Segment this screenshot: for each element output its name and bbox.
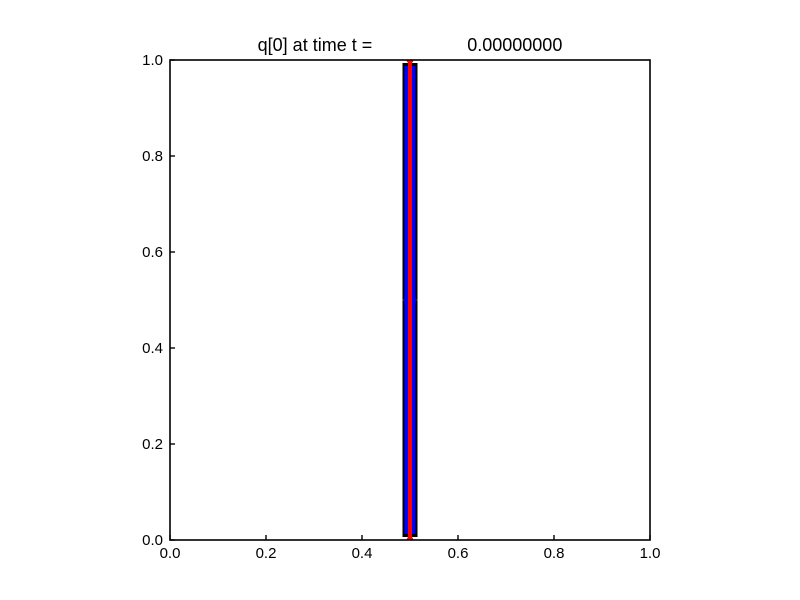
svg-text:0.2: 0.2 [142, 436, 163, 453]
svg-text:1.0: 1.0 [640, 545, 661, 562]
svg-text:0.8: 0.8 [142, 148, 163, 165]
svg-text:0.4: 0.4 [142, 340, 163, 357]
svg-text:0.6: 0.6 [448, 545, 469, 562]
svg-text:1.0: 1.0 [142, 52, 163, 69]
svg-text:q[0] at time t =: q[0] at time t = 0.00000000 [258, 35, 563, 55]
svg-text:0.8: 0.8 [544, 545, 565, 562]
svg-text:0.4: 0.4 [352, 545, 373, 562]
svg-text:0.6: 0.6 [142, 244, 163, 261]
svg-text:0.2: 0.2 [256, 545, 277, 562]
svg-text:0.0: 0.0 [142, 532, 163, 549]
